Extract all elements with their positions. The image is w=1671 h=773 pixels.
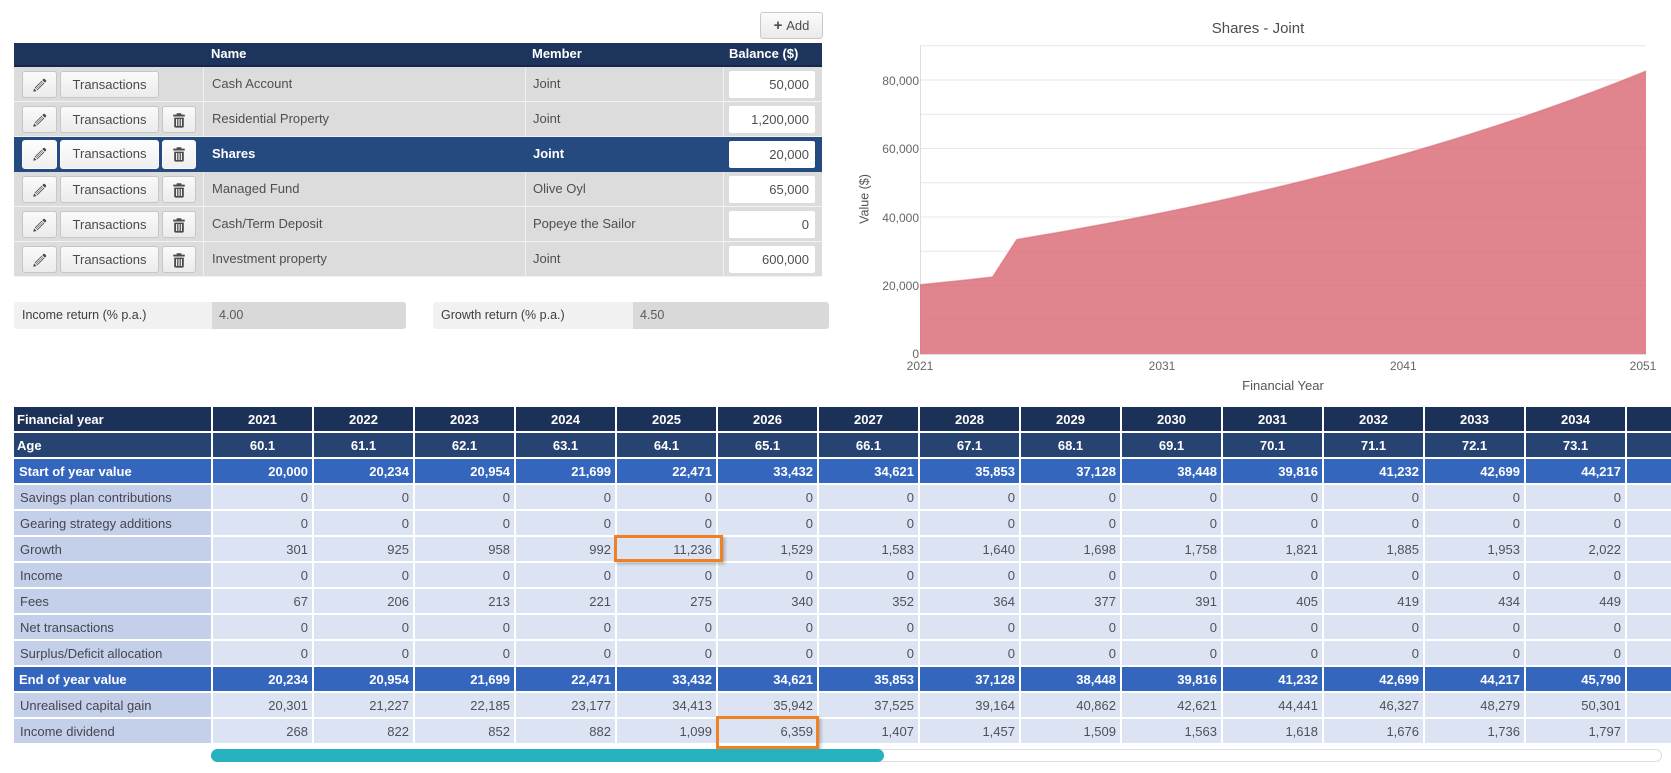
svg-text:2021: 2021 [907, 359, 934, 373]
svg-text:2031: 2031 [1149, 359, 1176, 373]
svg-text:Value ($): Value ($) [858, 174, 872, 224]
svg-text:2051: 2051 [1630, 359, 1657, 373]
svg-text:40,000: 40,000 [882, 211, 919, 225]
svg-text:Financial Year: Financial Year [1242, 378, 1324, 393]
svg-text:60,000: 60,000 [882, 142, 919, 156]
svg-text:0: 0 [912, 347, 919, 361]
svg-text:80,000: 80,000 [882, 74, 919, 88]
svg-text:20,000: 20,000 [882, 279, 919, 293]
svg-text:Shares - Joint: Shares - Joint [1212, 20, 1305, 37]
svg-text:2041: 2041 [1390, 359, 1417, 373]
